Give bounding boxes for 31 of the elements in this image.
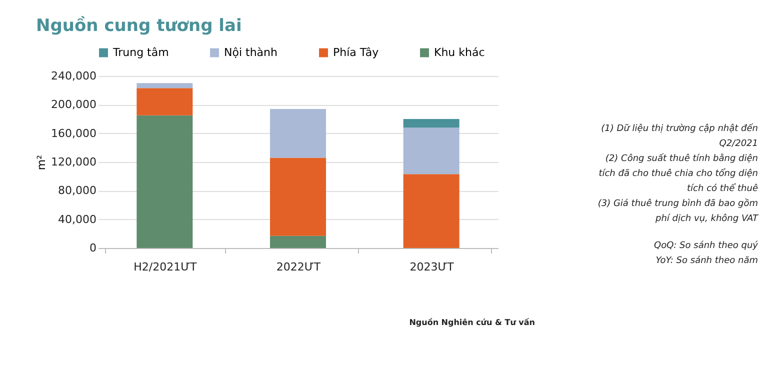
bar [136, 88, 193, 116]
text: YoY: So sánh theo năm [654, 254, 758, 268]
legend-label: Phía Tây [333, 46, 380, 59]
y-tick-label: 120,000 [51, 156, 96, 168]
x-tick-label: H2/2021ƯT [134, 260, 198, 274]
y-tick-label: 200,000 [51, 98, 96, 112]
chart-title: Nguồn cung tương lai [36, 16, 242, 36]
x-tick-label: 2022ƯT [276, 260, 321, 274]
y-tick-label: 40,000 [58, 212, 96, 226]
bar [136, 83, 193, 88]
bar [270, 236, 326, 248]
bar [136, 115, 193, 248]
bar [403, 174, 460, 248]
text: (3) Giá thuê trung bình đã bao gồm phí dịch vụ, không VAT [596, 197, 758, 226]
legend-label: Khu khác [434, 46, 485, 59]
text: Nguồn Nghiên cứu & Tư vấn [408, 318, 535, 327]
bar [403, 128, 460, 174]
text: (1) Dữ liệu thị trường cập nhật đến Q2/2021 [600, 122, 758, 151]
bar [403, 119, 460, 128]
text: QoQ: So sánh theo quý [652, 240, 758, 253]
legend-label: Trung tâm [112, 46, 169, 59]
y-tick-label: 240,000 [51, 70, 96, 82]
legend-label: Nội thành [224, 46, 278, 59]
bar [270, 158, 326, 236]
text: (2) Công suất thuê tính bằng diện tích đã cho thuê chia cho tổng diện tích có thể thuê [598, 152, 758, 196]
y-tick-label: 80,000 [58, 184, 96, 198]
x-tick-label: 2023ƯT [410, 260, 454, 274]
y-tick-label: 0 [90, 242, 96, 254]
y-axis-title: m² [35, 154, 48, 170]
y-tick-label: 160,000 [51, 126, 96, 140]
bar [270, 108, 326, 158]
